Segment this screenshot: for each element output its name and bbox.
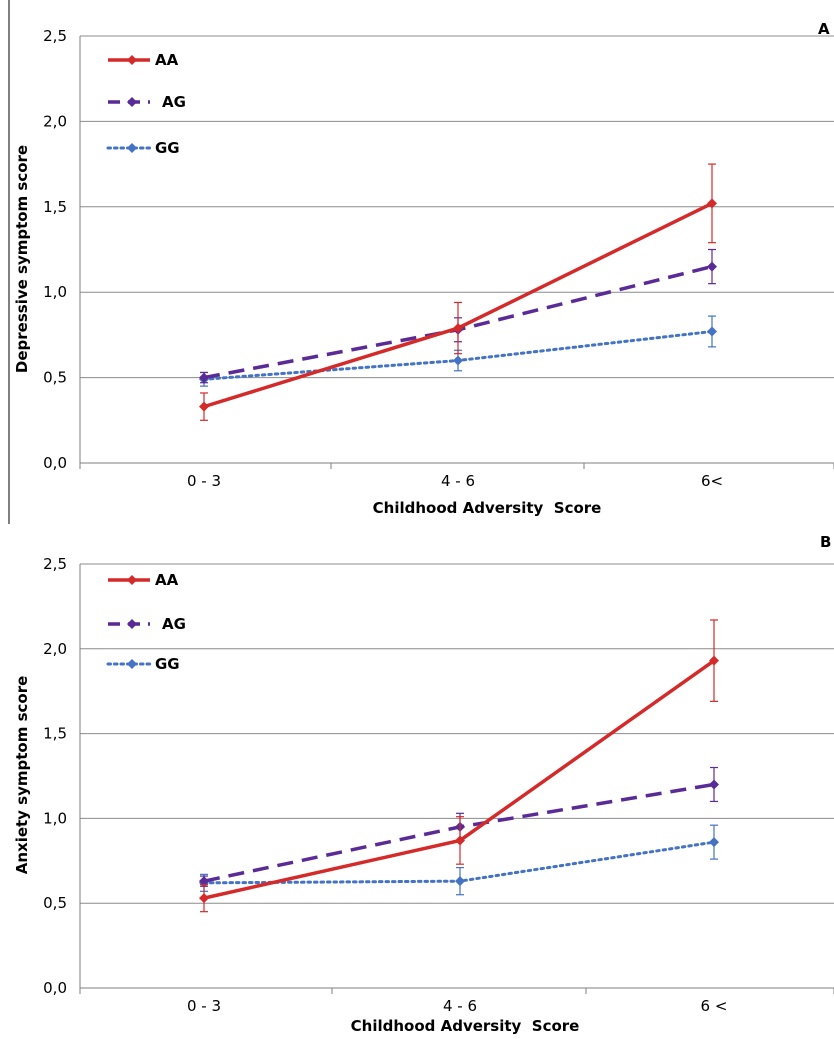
legend-swatch-marker <box>127 575 137 585</box>
y-tick-label: 1,5 <box>43 725 67 743</box>
legend-item-aa: AA <box>108 571 179 589</box>
y-tick-label: 1,0 <box>43 283 67 301</box>
legend-swatch-marker <box>127 97 137 107</box>
x-tick-label: 6 < <box>701 997 728 1015</box>
y-tick-label: 0,5 <box>43 894 67 912</box>
legend-item-gg: GG <box>106 655 180 673</box>
data-point <box>709 779 719 790</box>
data-point <box>707 326 717 337</box>
data-point <box>199 893 209 904</box>
y-tick-label: 2,0 <box>43 112 67 130</box>
panel-a-label: A <box>818 20 830 38</box>
legend-swatch-marker <box>127 143 137 153</box>
panel-b: 0,0 0,5 1,0 1,5 2,0 2,5 0 - 3 4 - 6 6 < B Child… <box>13 533 834 1035</box>
panel-a-x-axis-title: Childhood Adversity Score <box>373 499 602 517</box>
panel-a-legend: AA AG GG <box>106 51 186 157</box>
data-point <box>709 655 719 666</box>
y-tick-label: 0,5 <box>43 369 67 387</box>
panel-b-gridlines <box>79 563 834 989</box>
series-line <box>203 782 715 883</box>
y-tick-label: 0,0 <box>43 454 67 472</box>
y-tick-label: 2,5 <box>43 27 67 45</box>
series-line <box>203 659 716 900</box>
legend-item-ag: AG <box>108 93 186 111</box>
y-tick-label: 2,5 <box>43 555 67 573</box>
x-tick-label: 0 - 3 <box>187 472 221 490</box>
legend-swatch-marker <box>127 55 137 65</box>
panel-b-legend: AA AG GG <box>106 571 186 673</box>
panel-a-series <box>199 163 717 421</box>
legend-label: AA <box>155 51 179 69</box>
data-point <box>453 355 463 366</box>
series-aa <box>199 163 717 421</box>
y-tick-label: 1,0 <box>43 809 67 827</box>
data-point <box>199 372 209 383</box>
legend-label: AA <box>155 571 179 589</box>
data-point <box>455 876 465 887</box>
x-tick-label: 4 - 6 <box>441 472 475 490</box>
legend-item-ag: AG <box>108 615 186 633</box>
legend-item-gg: GG <box>106 139 180 157</box>
y-tick-label: 0,0 <box>43 979 67 997</box>
data-point <box>707 261 717 272</box>
x-tick-label: 4 - 6 <box>443 997 477 1015</box>
legend-item-aa: AA <box>108 51 179 69</box>
data-point <box>199 401 209 412</box>
x-tick-label: 0 - 3 <box>187 997 221 1015</box>
panel-a: 0,0 0,5 1,0 1,5 2,0 2,5 0 - 3 4 - 6 6< A Childh… <box>8 0 834 524</box>
panel-b-label: B <box>820 533 831 551</box>
panel-b-y-ticks: 0,0 0,5 1,0 1,5 2,0 2,5 <box>43 555 67 997</box>
series-line <box>202 840 716 885</box>
legend-label: GG <box>155 655 180 673</box>
x-tick-label: 6< <box>701 472 723 490</box>
y-tick-label: 1,5 <box>43 198 67 216</box>
data-point <box>707 198 717 209</box>
panel-b-y-axis-title: Anxiety symptom score <box>13 676 31 875</box>
legend-label: AG <box>162 93 186 111</box>
data-point <box>455 835 465 846</box>
series-aa <box>199 619 719 913</box>
data-point <box>199 876 209 887</box>
panel-a-x-ticks: 0 - 3 4 - 6 6< <box>79 463 834 490</box>
legend-label: GG <box>155 139 180 157</box>
panel-a-y-ticks: 0,0 0,5 1,0 1,5 2,0 2,5 <box>43 27 67 472</box>
series-gg <box>199 824 719 896</box>
panel-b-x-axis-title: Childhood Adversity Score <box>351 1017 580 1035</box>
legend-swatch-marker <box>127 659 137 669</box>
panel-a-y-axis-title: Depressive symptom score <box>13 145 31 373</box>
series-ag <box>199 766 719 887</box>
panel-a-gridlines <box>79 35 834 464</box>
y-tick-label: 2,0 <box>43 640 67 658</box>
data-point <box>709 837 719 848</box>
legend-swatch-marker <box>127 619 137 629</box>
data-point <box>453 323 463 334</box>
legend-label: AG <box>162 615 186 633</box>
panel-b-x-ticks: 0 - 3 4 - 6 6 < <box>79 988 834 1015</box>
panel-b-series <box>199 619 719 913</box>
